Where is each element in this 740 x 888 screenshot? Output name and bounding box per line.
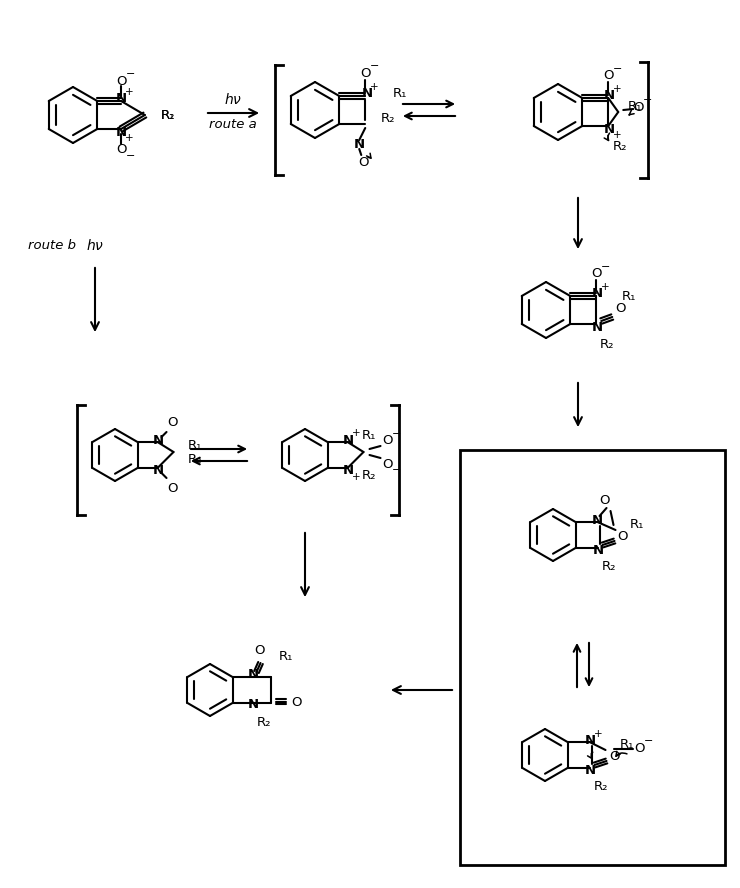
Text: O: O xyxy=(591,266,602,280)
Text: O: O xyxy=(167,416,178,429)
Text: R₂: R₂ xyxy=(161,108,175,122)
Text: +: + xyxy=(352,472,361,482)
Text: N: N xyxy=(362,86,373,99)
Text: O: O xyxy=(609,749,620,763)
Text: O: O xyxy=(383,433,393,447)
Text: N: N xyxy=(354,138,365,150)
Text: +: + xyxy=(613,130,622,140)
Text: R₂: R₂ xyxy=(381,112,396,124)
Text: O: O xyxy=(292,695,302,709)
Text: N: N xyxy=(592,287,603,299)
Text: O: O xyxy=(617,529,628,543)
Text: +: + xyxy=(613,84,622,94)
Text: +: + xyxy=(125,133,133,143)
Text: −: − xyxy=(642,95,652,105)
Text: O: O xyxy=(599,494,610,506)
Text: N: N xyxy=(248,669,259,681)
Text: +: + xyxy=(370,82,379,92)
Text: O: O xyxy=(603,68,613,82)
Text: R₂: R₂ xyxy=(593,780,608,792)
Text: O: O xyxy=(115,142,127,155)
Text: +: + xyxy=(125,87,133,97)
Text: route a: route a xyxy=(209,117,257,131)
Text: O: O xyxy=(358,155,369,169)
Text: R₂: R₂ xyxy=(362,469,376,481)
Text: R₁: R₁ xyxy=(622,289,636,303)
Text: N: N xyxy=(604,89,615,101)
Bar xyxy=(460,450,725,865)
Text: −: − xyxy=(644,736,653,746)
Text: O: O xyxy=(255,644,265,656)
Text: O: O xyxy=(115,75,127,88)
Text: N: N xyxy=(153,464,164,477)
Text: R₂: R₂ xyxy=(613,139,628,153)
Text: −: − xyxy=(125,151,135,161)
Text: −: − xyxy=(613,64,622,74)
Text: R₁: R₁ xyxy=(362,429,376,441)
Text: −: − xyxy=(369,61,379,71)
Text: N: N xyxy=(343,464,354,477)
Text: N: N xyxy=(585,764,596,776)
Text: −: − xyxy=(391,465,401,475)
Text: R₁: R₁ xyxy=(619,738,634,750)
Text: O: O xyxy=(383,457,393,471)
Text: R₂: R₂ xyxy=(602,559,616,573)
Text: $h\nu$: $h\nu$ xyxy=(224,91,242,107)
Text: O: O xyxy=(633,100,644,114)
Text: route b: route b xyxy=(28,239,76,251)
Text: R₁: R₁ xyxy=(628,99,642,113)
Text: R₁: R₁ xyxy=(630,518,644,530)
Text: N: N xyxy=(343,433,354,447)
Text: R₂: R₂ xyxy=(187,453,202,465)
Text: −: − xyxy=(391,429,401,439)
Text: +: + xyxy=(594,729,603,739)
Text: −: − xyxy=(601,262,610,272)
Text: +: + xyxy=(352,428,361,438)
Text: N: N xyxy=(593,543,604,557)
Text: $h\nu$: $h\nu$ xyxy=(86,237,104,252)
Text: R₁: R₁ xyxy=(161,108,175,122)
Text: N: N xyxy=(115,91,127,105)
Text: N: N xyxy=(115,125,127,139)
Text: O: O xyxy=(615,302,625,314)
Text: +: + xyxy=(601,282,610,292)
Text: R₁: R₁ xyxy=(187,439,202,451)
Text: −: − xyxy=(125,69,135,79)
Text: R₁: R₁ xyxy=(393,86,408,99)
Text: O: O xyxy=(634,741,645,755)
Text: N: N xyxy=(585,733,596,747)
Text: N: N xyxy=(248,699,259,711)
Text: O: O xyxy=(167,481,178,495)
Text: N: N xyxy=(604,123,615,136)
Text: O: O xyxy=(360,67,371,80)
Text: R₂: R₂ xyxy=(257,717,271,730)
Text: R₂: R₂ xyxy=(600,337,615,351)
Text: R₁: R₁ xyxy=(278,651,293,663)
Text: N: N xyxy=(592,321,603,334)
Text: N: N xyxy=(592,513,603,527)
Text: N: N xyxy=(153,433,164,447)
